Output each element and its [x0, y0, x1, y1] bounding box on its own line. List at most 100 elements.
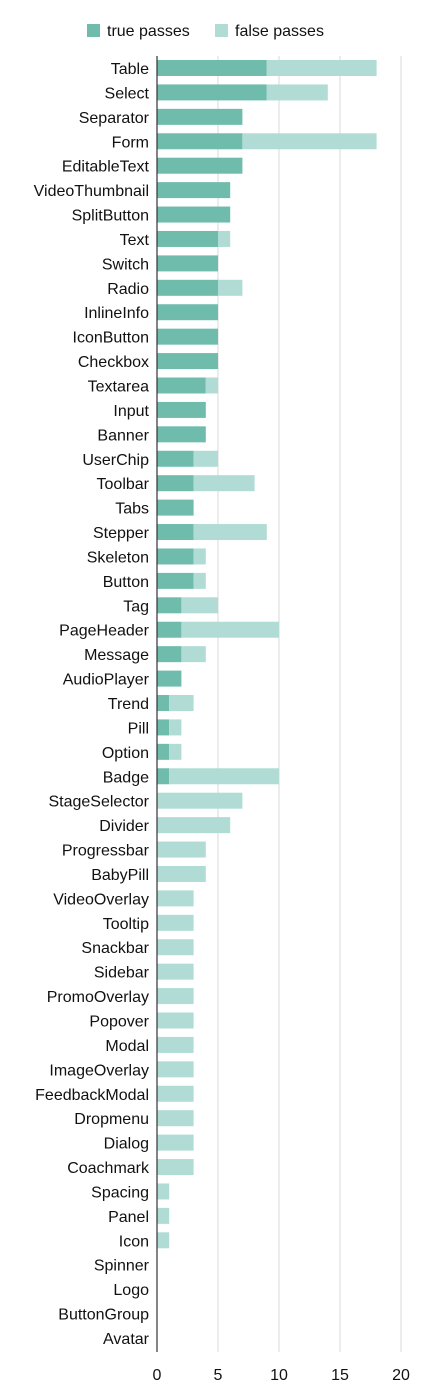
category-label: FeedbackModal	[35, 1087, 149, 1104]
bar-true-passes	[157, 133, 243, 150]
bar-true-passes	[157, 157, 243, 174]
category-label: AudioPlayer	[63, 672, 150, 689]
category-label: Option	[102, 745, 149, 762]
bar-true-passes	[157, 279, 218, 296]
bar-true-passes	[157, 646, 182, 663]
category-label: UserChip	[82, 452, 149, 469]
bar-false-passes	[157, 1159, 194, 1176]
bar-true-passes	[157, 230, 218, 247]
bar-false-passes	[157, 1085, 194, 1102]
bar-true-passes	[157, 548, 194, 565]
category-label: Panel	[108, 1209, 149, 1226]
category-label: InlineInfo	[84, 305, 149, 322]
bar-false-passes	[157, 939, 194, 956]
bar-false-passes	[193, 475, 255, 492]
bar-false-passes	[266, 60, 377, 76]
axes: 0 5 10 15 20	[153, 56, 410, 1384]
bar-true-passes	[157, 353, 218, 370]
bar-false-passes	[157, 890, 194, 907]
category-label: StageSelector	[48, 794, 149, 811]
bar-false-passes	[218, 279, 243, 296]
category-label: Badge	[103, 769, 149, 786]
bar-false-passes	[242, 133, 377, 150]
bar-false-passes	[169, 768, 279, 785]
bar-true-passes	[157, 206, 231, 223]
bar-true-passes	[157, 328, 218, 345]
category-label: Form	[112, 134, 149, 151]
bar-true-passes	[157, 572, 194, 589]
category-label: Logo	[113, 1282, 149, 1299]
category-label: Snackbar	[81, 940, 149, 957]
category-label: BabyPill	[91, 867, 149, 884]
bar-false-passes	[157, 865, 206, 882]
bar-true-passes	[157, 475, 194, 492]
bar-true-passes	[157, 499, 194, 516]
category-labels: Table Select Separator Form EditableText Vide…	[34, 61, 150, 1348]
category-label: Select	[105, 85, 150, 102]
bar-false-passes	[193, 548, 206, 565]
x-tick-label: 10	[270, 1367, 288, 1384]
bar-false-passes	[157, 792, 243, 809]
category-label: VideoThumbnail	[34, 183, 149, 200]
legend-label: true passes	[107, 23, 190, 40]
bar-false-passes	[157, 914, 194, 931]
legend-label: false passes	[235, 23, 324, 40]
bar-false-passes	[193, 572, 206, 589]
bar-true-passes	[157, 426, 206, 443]
bar-false-passes	[169, 719, 182, 736]
category-label: Avatar	[103, 1331, 150, 1348]
x-tick-label: 15	[331, 1367, 349, 1384]
category-label: PageHeader	[59, 623, 150, 640]
bar-false-passes	[157, 988, 194, 1005]
x-tick-label: 5	[214, 1367, 223, 1384]
bar-true-passes	[157, 84, 267, 101]
legend-swatch	[87, 24, 100, 37]
x-tick-label: 0	[153, 1367, 162, 1384]
legend-item-true-passes: true passes	[87, 23, 190, 40]
bar-false-passes	[193, 450, 218, 467]
bar-false-passes	[169, 743, 182, 760]
category-label: Modal	[105, 1038, 149, 1055]
category-label: Radio	[107, 281, 149, 298]
category-label: VideoOverlay	[53, 891, 149, 908]
bar-true-passes	[157, 670, 182, 687]
bar-false-passes	[157, 1232, 170, 1249]
category-label: Input	[113, 403, 149, 420]
category-label: Divider	[99, 818, 149, 835]
bar-false-passes	[157, 1134, 194, 1151]
category-label: Dialog	[104, 1136, 149, 1153]
bar-false-passes	[205, 377, 218, 394]
bar-true-passes	[157, 255, 218, 272]
category-label: Tabs	[115, 501, 149, 518]
bar-true-passes	[157, 182, 231, 199]
category-label: Switch	[102, 256, 149, 273]
category-label: Table	[111, 61, 149, 78]
bar-false-passes	[266, 84, 328, 101]
bar-true-passes	[157, 768, 170, 785]
bar-true-passes	[157, 60, 267, 76]
bar-false-passes	[218, 230, 231, 247]
grid	[217, 56, 402, 1352]
category-label: Toolbar	[97, 476, 150, 493]
bar-true-passes	[157, 108, 243, 125]
category-label: Text	[120, 232, 150, 249]
category-label: Icon	[119, 1233, 149, 1250]
category-label: PromoOverlay	[47, 989, 149, 1006]
bar-false-passes	[157, 1207, 170, 1224]
bar-false-passes	[157, 841, 206, 858]
bar-true-passes	[157, 695, 170, 711]
category-label: SplitButton	[72, 208, 149, 225]
bar-false-passes	[157, 817, 231, 834]
bar-false-passes	[193, 524, 267, 541]
bar-true-passes	[157, 377, 206, 394]
category-label: Checkbox	[78, 354, 149, 371]
bar-false-passes	[181, 597, 218, 614]
category-label: ImageOverlay	[49, 1062, 149, 1079]
bar-false-passes	[169, 695, 194, 711]
x-tick-label: 20	[392, 1367, 410, 1384]
category-label: Tooltip	[103, 916, 149, 933]
category-label: Coachmark	[67, 1160, 150, 1177]
category-label: Stepper	[93, 525, 150, 542]
legend-item-false-passes: false passes	[215, 23, 324, 40]
